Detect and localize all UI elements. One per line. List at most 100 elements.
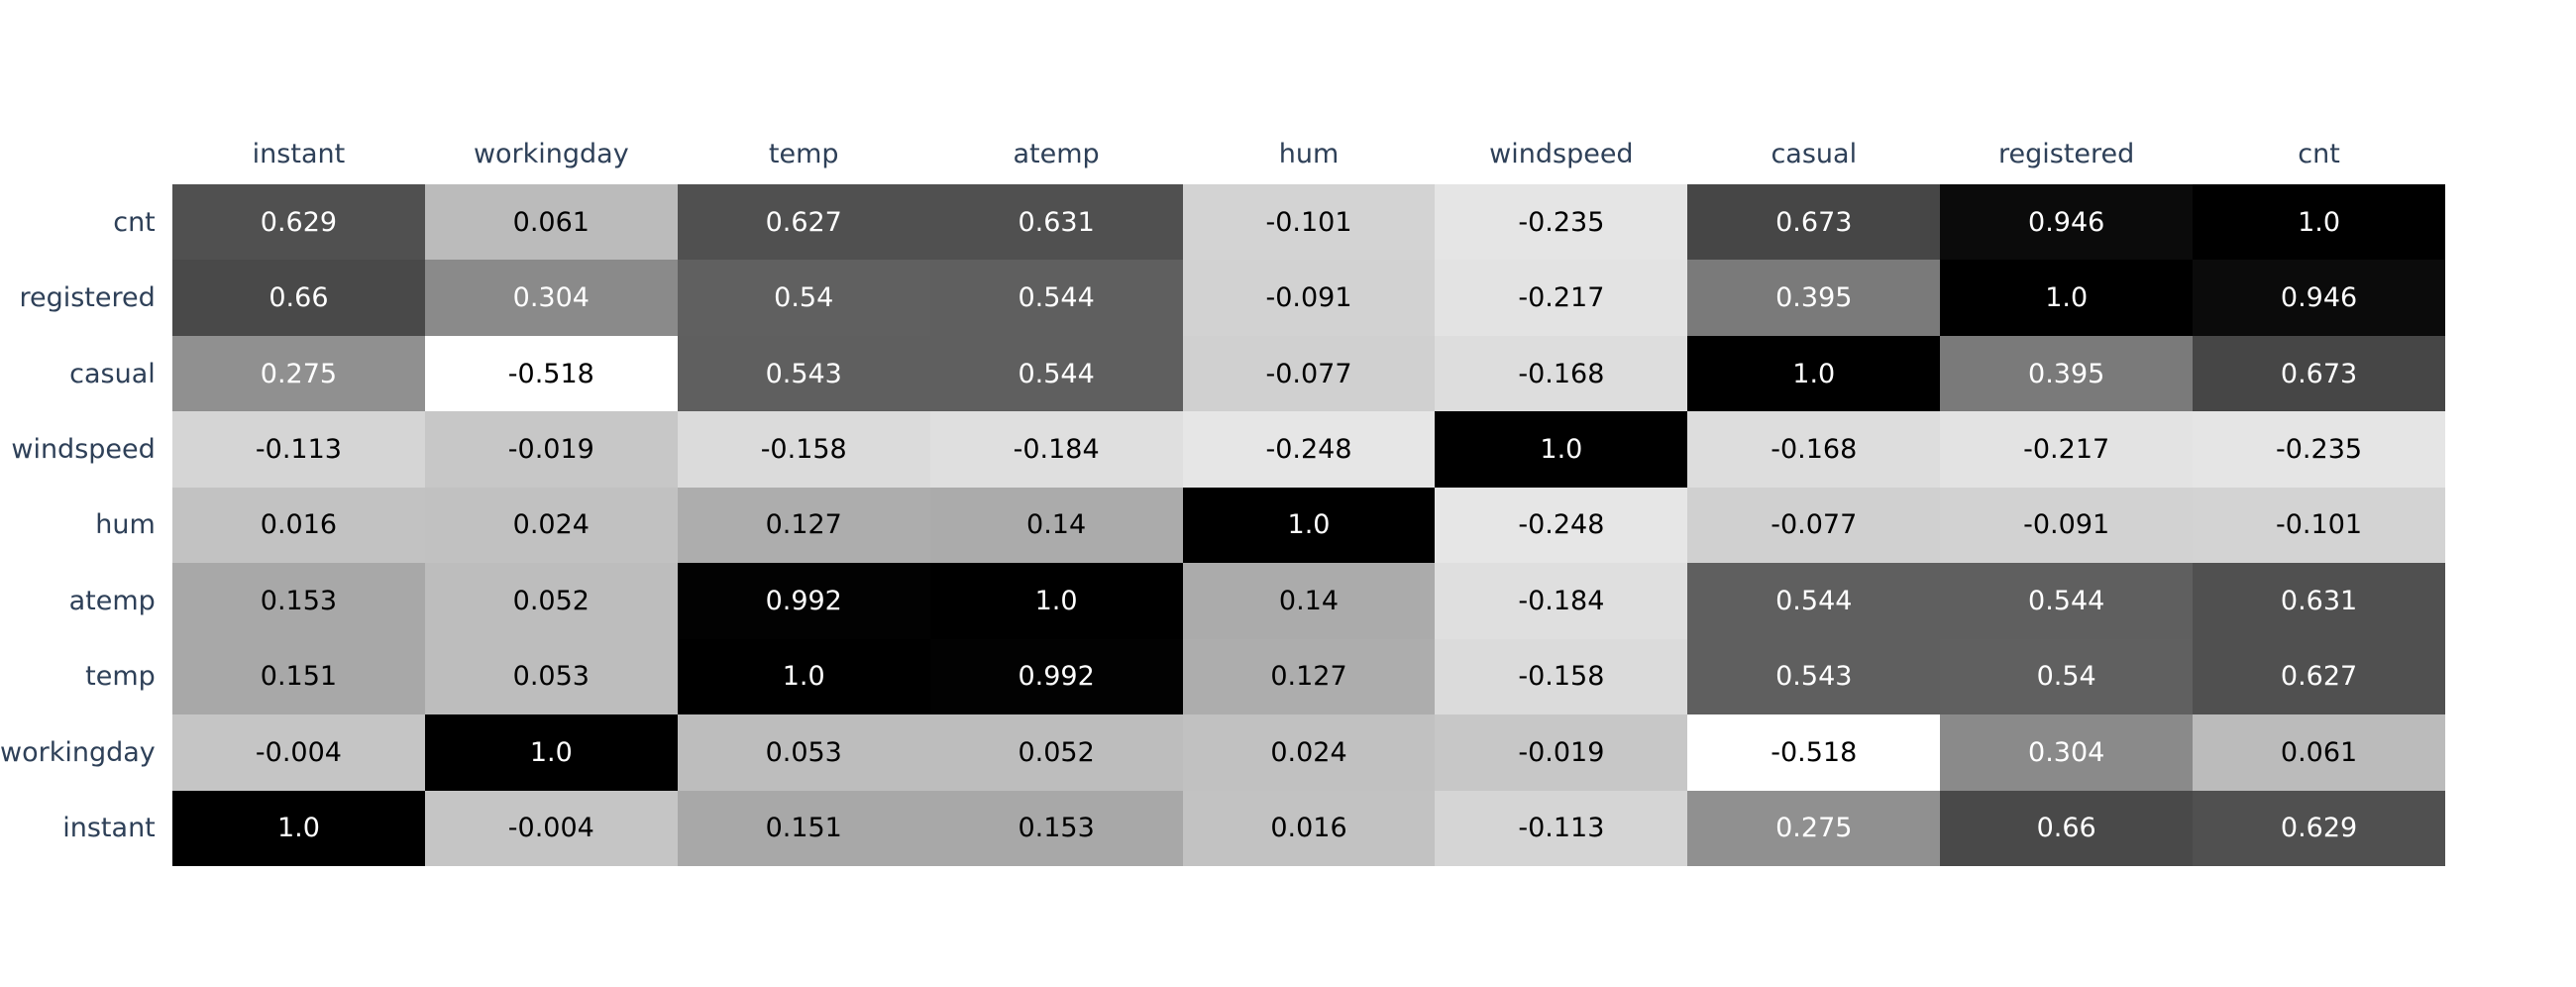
heatmap-cell-hum-temp: 0.127 xyxy=(677,487,930,564)
heatmap-cell-casual-cnt: 0.673 xyxy=(2193,335,2445,412)
heatmap-cell-atemp-windspeed: -0.184 xyxy=(1435,563,1688,639)
heatmap-cell-windspeed-instant: -0.113 xyxy=(172,411,425,488)
cell-value: -0.077 xyxy=(1265,358,1352,389)
heatmap-cell-instant-workingday: -0.004 xyxy=(424,790,678,866)
heatmap-cell-instant-cnt: 0.629 xyxy=(2193,790,2445,866)
cell-value: 0.54 xyxy=(2036,661,2096,693)
cell-value: 1.0 xyxy=(1287,509,1331,541)
heatmap-cell-instant-hum: 0.016 xyxy=(1182,790,1436,866)
heatmap-cell-hum-atemp: 0.14 xyxy=(929,487,1183,564)
column-headers: instant workingday temp atemp hum windspeed ca… xyxy=(172,137,2445,176)
cell-value: 1.0 xyxy=(2045,282,2089,314)
heatmap-cell-hum-cnt: -0.101 xyxy=(2193,487,2445,564)
cell-value: -0.158 xyxy=(1518,661,1605,693)
column-header-workingday: workingday xyxy=(473,139,629,169)
heatmap-cell-workingday-atemp: 0.052 xyxy=(929,714,1183,791)
column-header-temp: temp xyxy=(768,139,839,169)
heatmap-cell-atemp-workingday: 0.052 xyxy=(424,563,678,639)
heatmap-cell-windspeed-temp: -0.158 xyxy=(677,411,930,488)
cell-value: 0.395 xyxy=(2028,358,2105,389)
heatmap-cell-registered-casual: 0.395 xyxy=(1687,260,1941,336)
heatmap-cell-instant-registered: 0.66 xyxy=(1940,790,2194,866)
row-label-registered: registered xyxy=(19,282,156,314)
cell-value: -0.217 xyxy=(2023,434,2110,466)
heatmap-cell-instant-windspeed: -0.113 xyxy=(1435,790,1688,866)
heatmap-cell-windspeed-workingday: -0.019 xyxy=(424,411,678,488)
cell-value: -0.004 xyxy=(507,813,594,844)
cell-value: -0.248 xyxy=(1518,509,1605,541)
heatmap-cell-cnt-instant: 0.629 xyxy=(172,184,425,261)
cell-value: 0.629 xyxy=(260,206,338,238)
cell-value: 0.673 xyxy=(2280,358,2358,389)
cell-value: -0.168 xyxy=(1771,434,1858,466)
heatmap-cell-atemp-registered: 0.544 xyxy=(1940,563,2194,639)
cell-value: 0.992 xyxy=(1018,661,1095,693)
cell-value: 1.0 xyxy=(529,736,573,768)
heatmap-cell-atemp-casual: 0.544 xyxy=(1687,563,1941,639)
cell-value: -0.113 xyxy=(255,434,342,466)
heatmap-cell-temp-atemp: 0.992 xyxy=(929,638,1183,715)
cell-value: 0.275 xyxy=(260,358,338,389)
row-label-casual: casual xyxy=(69,358,156,389)
cell-value: -0.077 xyxy=(1771,509,1858,541)
heatmap-cell-windspeed-casual: -0.168 xyxy=(1687,411,1941,488)
cell-value: 0.053 xyxy=(512,661,590,693)
heatmap-cell-windspeed-windspeed: 1.0 xyxy=(1435,411,1688,488)
cell-value: 0.54 xyxy=(774,282,834,314)
heatmap-cell-temp-temp: 1.0 xyxy=(677,638,930,715)
heatmap-cell-cnt-windspeed: -0.235 xyxy=(1435,184,1688,261)
cell-value: -0.019 xyxy=(1518,736,1605,768)
heatmap-cell-instant-casual: 0.275 xyxy=(1687,790,1941,866)
heatmap-cell-hum-hum: 1.0 xyxy=(1182,487,1436,564)
column-header-registered: registered xyxy=(1998,139,2135,169)
heatmap-cell-cnt-registered: 0.946 xyxy=(1940,184,2194,261)
cell-value: 0.673 xyxy=(1775,206,1853,238)
cell-value: -0.217 xyxy=(1518,282,1605,314)
heatmap-cell-cnt-casual: 0.673 xyxy=(1687,184,1941,261)
cell-value: -0.168 xyxy=(1518,358,1605,389)
cell-value: 0.052 xyxy=(1018,736,1095,768)
cell-value: 1.0 xyxy=(1792,358,1836,389)
row-labels: cnt registered casual windspeed hum atemp temp… xyxy=(0,184,156,866)
cell-value: 0.627 xyxy=(2280,661,2358,693)
cell-value: -0.158 xyxy=(760,434,847,466)
cell-value: 0.544 xyxy=(1775,585,1853,616)
cell-value: 1.0 xyxy=(782,661,825,693)
cell-value: -0.518 xyxy=(1771,736,1858,768)
heatmap-cell-hum-registered: -0.091 xyxy=(1940,487,2194,564)
cell-value: -0.091 xyxy=(2023,509,2110,541)
heatmap-cell-registered-hum: -0.091 xyxy=(1182,260,1436,336)
heatmap-cell-hum-instant: 0.016 xyxy=(172,487,425,564)
heatmap-cell-windspeed-cnt: -0.235 xyxy=(2193,411,2445,488)
heatmap-cell-cnt-temp: 0.627 xyxy=(677,184,930,261)
heatmap-cell-registered-windspeed: -0.217 xyxy=(1435,260,1688,336)
column-header-instant: instant xyxy=(252,139,346,169)
cell-value: 0.631 xyxy=(1018,206,1095,238)
cell-value: -0.184 xyxy=(1518,585,1605,616)
cell-value: 0.631 xyxy=(2280,585,2358,616)
heatmap-cell-instant-instant: 1.0 xyxy=(172,790,425,866)
cell-value: 0.946 xyxy=(2280,282,2358,314)
heatmap-cell-casual-registered: 0.395 xyxy=(1940,335,2194,412)
row-label-instant: instant xyxy=(62,813,156,844)
heatmap-cell-temp-casual: 0.543 xyxy=(1687,638,1941,715)
cell-value: -0.184 xyxy=(1013,434,1100,466)
column-header-atemp: atemp xyxy=(1013,139,1100,169)
heatmap-cell-workingday-hum: 0.024 xyxy=(1182,714,1436,791)
heatmap-cell-cnt-cnt: 1.0 xyxy=(2193,184,2445,261)
cell-value: 0.946 xyxy=(2028,206,2105,238)
heatmap-cell-temp-cnt: 0.627 xyxy=(2193,638,2445,715)
cell-value: 0.629 xyxy=(2280,813,2358,844)
heatmap-cell-atemp-hum: 0.14 xyxy=(1182,563,1436,639)
heatmap-cell-hum-windspeed: -0.248 xyxy=(1435,487,1688,564)
heatmap-cell-cnt-workingday: 0.061 xyxy=(424,184,678,261)
heatmap-cell-instant-atemp: 0.153 xyxy=(929,790,1183,866)
heatmap-cell-workingday-windspeed: -0.019 xyxy=(1435,714,1688,791)
cell-value: 0.66 xyxy=(268,282,329,314)
cell-value: -0.019 xyxy=(507,434,594,466)
heatmap-cell-windspeed-registered: -0.217 xyxy=(1940,411,2194,488)
cell-value: 1.0 xyxy=(2298,206,2341,238)
heatmap-cell-hum-workingday: 0.024 xyxy=(424,487,678,564)
heatmap-cell-casual-temp: 0.543 xyxy=(677,335,930,412)
